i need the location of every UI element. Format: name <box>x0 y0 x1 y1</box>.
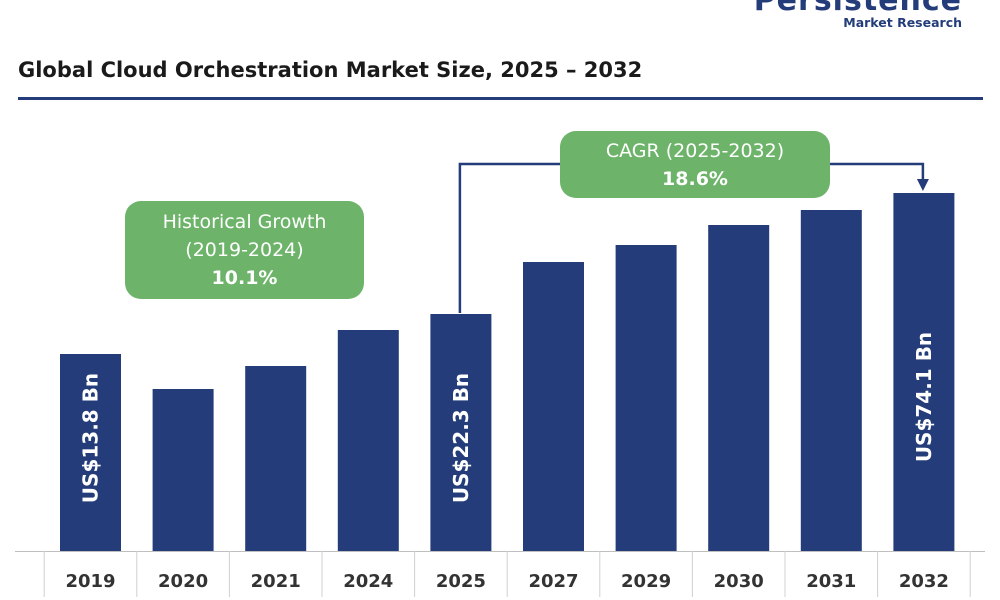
bar-2020 <box>152 389 214 551</box>
bar-2031 <box>800 210 862 551</box>
cagr-value: 18.6% <box>662 167 728 190</box>
data-label-2025: US$22.3 Bn <box>449 373 473 503</box>
x-tick-label-2021: 2021 <box>251 571 301 592</box>
bar-2029 <box>615 245 677 551</box>
x-tick-label-2027: 2027 <box>528 571 578 592</box>
bar-2024 <box>337 330 399 551</box>
x-tick-label-2019: 2019 <box>65 571 115 592</box>
x-tick-label-2025: 2025 <box>436 571 486 592</box>
bar-2019 <box>60 354 121 551</box>
bar-2032 <box>893 193 955 551</box>
bar-2030 <box>708 225 770 551</box>
cagr-arrow-head <box>916 179 929 191</box>
x-tick-label-2031: 2031 <box>806 571 856 592</box>
historical-growth-period: (2019-2024) <box>185 239 304 261</box>
logo-brand-name: Persistence <box>753 0 962 18</box>
bar-data-labels: US$13.8 Bn US$22.3 Bn US$74.1 Bn <box>79 332 936 503</box>
data-label-2019: US$13.8 Bn <box>79 373 103 503</box>
data-label-2032: US$74.1 Bn <box>912 332 936 462</box>
x-tick-label-2030: 2030 <box>714 571 764 592</box>
chart-title: Global Cloud Orchestration Market Size, … <box>18 58 643 82</box>
bar-2027 <box>523 262 584 551</box>
title-divider <box>18 97 983 100</box>
logo-tagline: Market Research <box>843 15 962 30</box>
cagr-label: CAGR (2025-2032) <box>605 139 785 162</box>
x-tick-label-2024: 2024 <box>343 571 393 592</box>
bar-2021 <box>245 366 307 551</box>
x-tick-label-2032: 2032 <box>899 571 949 592</box>
x-tick-label-2020: 2020 <box>158 571 208 592</box>
historical-growth-value: 10.1% <box>211 267 278 289</box>
x-tick-label-2029: 2029 <box>621 571 671 592</box>
historical-growth-label: Historical Growth <box>162 211 327 233</box>
brand-logo: Persistence Market Research <box>754 0 962 30</box>
historical-growth-callout: Historical Growth (2019-2024) 10.1% <box>125 201 364 299</box>
x-axis: 2019 2020 2021 2024 2025 2027 2029 2030 2031 2032 <box>15 551 985 597</box>
bars-group <box>60 193 955 551</box>
cagr-callout: CAGR (2025-2032) 18.6% <box>560 131 830 198</box>
bar-2025 <box>430 314 492 551</box>
